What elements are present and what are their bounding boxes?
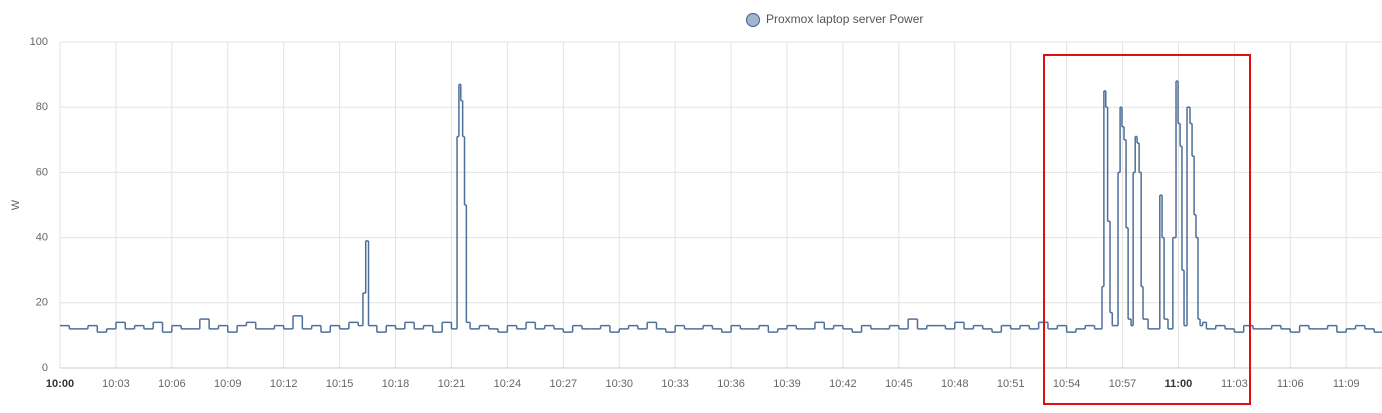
x-tick-label: 10:51 [997,378,1025,390]
x-tick-label: 10:45 [885,378,913,390]
highlight-box [1043,54,1251,405]
y-tick-label: 20 [36,297,48,309]
y-axis-label: W [10,199,22,210]
x-tick-label: 11:09 [1333,378,1360,390]
x-tick-label: 10:21 [438,378,466,390]
y-tick-label: 0 [42,362,48,374]
x-tick-label: 10:24 [494,378,522,390]
x-tick-label: 10:48 [941,378,969,390]
x-tick-label: 10:00 [46,378,74,390]
x-tick-label: 10:06 [158,378,186,390]
y-tick-label: 80 [36,101,48,113]
x-tick-label: 11:03 [1221,378,1248,390]
y-tick-label: 60 [36,166,48,178]
x-tick-label: 10:57 [1109,378,1137,390]
x-tick-label: 10:36 [717,378,745,390]
x-tick-label: 10:39 [773,378,801,390]
x-tick-label: 10:09 [214,378,242,390]
legend[interactable]: Proxmox laptop server Power [745,12,924,28]
x-tick-label: 11:00 [1165,378,1193,390]
x-tick-label: 10:15 [326,378,354,390]
x-tick-label: 10:42 [829,378,857,390]
x-tick-label: 10:30 [605,378,633,390]
x-tick-label: 10:27 [550,378,578,390]
legend-marker [745,12,761,28]
y-tick-label: 40 [36,232,48,244]
x-tick-label: 10:03 [102,378,130,390]
legend-label: Proxmox laptop server Power [766,12,923,26]
x-tick-label: 10:54 [1053,378,1081,390]
x-tick-label: 11:06 [1277,378,1304,390]
x-tick-label: 10:18 [382,378,410,390]
y-tick-label: 100 [30,36,48,48]
x-tick-label: 10:12 [270,378,298,390]
x-tick-label: 10:33 [661,378,689,390]
